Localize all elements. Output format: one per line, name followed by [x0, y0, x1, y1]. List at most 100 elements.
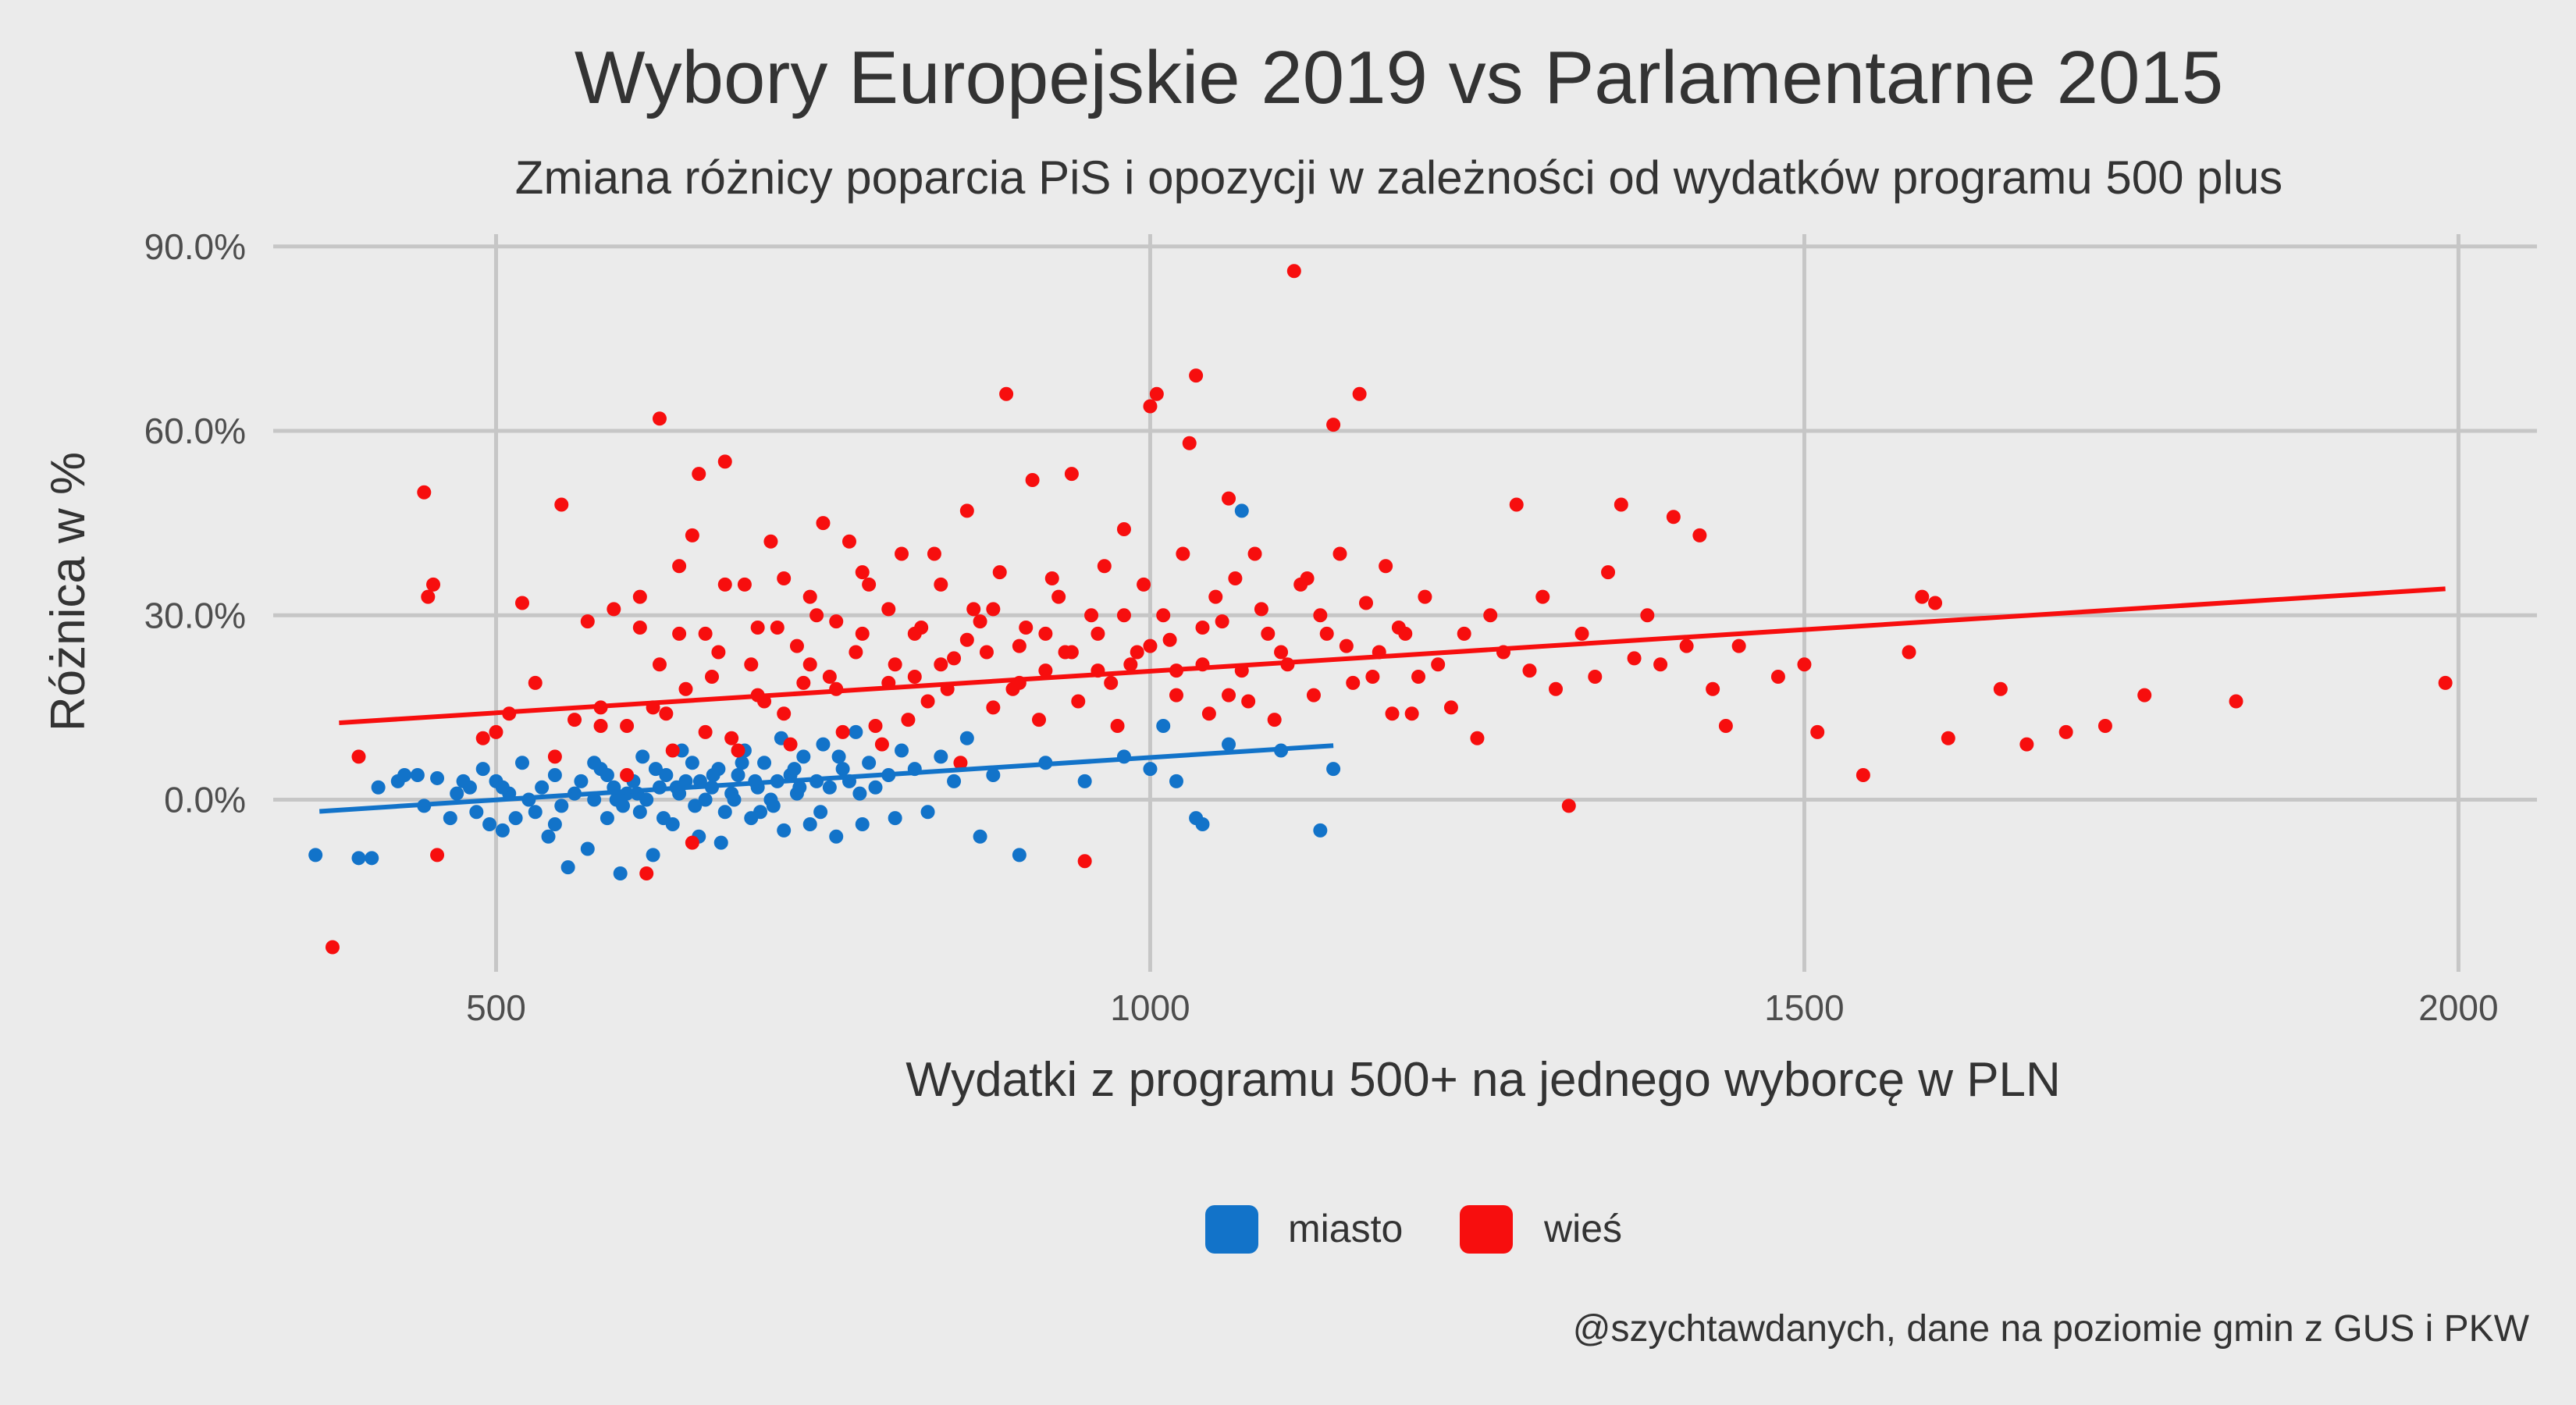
data-point-miasto — [727, 792, 742, 807]
data-point-wies — [1032, 713, 1047, 727]
data-point-miasto — [656, 811, 671, 826]
data-point-wies — [1176, 546, 1190, 561]
data-point-wies — [1379, 559, 1393, 574]
data-point-wies — [1319, 626, 1334, 641]
data-point-miasto — [646, 848, 660, 863]
data-point-miasto — [959, 731, 974, 745]
data-point-wies — [1195, 621, 1210, 635]
data-point-wies — [777, 706, 792, 721]
data-point-wies — [2097, 719, 2112, 733]
data-point-wies — [1123, 657, 1138, 672]
data-point-wies — [927, 546, 941, 561]
data-point-miasto — [574, 774, 589, 788]
x-tick-label: 2000 — [2418, 987, 2498, 1028]
data-point-wies — [1091, 626, 1105, 641]
x-tick-labels: 500 1000 1500 2000 — [466, 987, 2499, 1028]
data-point-wies — [1286, 264, 1301, 279]
data-point-miasto — [659, 768, 674, 782]
data-point-wies — [1535, 589, 1550, 604]
data-point-miasto — [580, 841, 595, 856]
data-point-wies — [1267, 713, 1282, 727]
data-point-wies — [1222, 491, 1236, 506]
data-point-wies — [1247, 546, 1262, 561]
data-point-miasto — [1012, 848, 1026, 863]
data-point-wies — [1064, 467, 1079, 482]
data-point-wies — [802, 657, 817, 672]
data-point-wies — [1411, 670, 1426, 684]
data-point-wies — [1313, 608, 1328, 623]
data-point-wies — [1856, 768, 1870, 782]
data-point-wies — [855, 565, 870, 580]
data-point-wies — [475, 731, 490, 745]
data-point-wies — [979, 645, 994, 660]
data-point-wies — [1137, 577, 1151, 592]
data-point-wies — [841, 534, 856, 549]
data-point-wies — [685, 835, 699, 850]
chart-caption: @szychtawdanych, dane na poziomie gmin z… — [1573, 1308, 2530, 1350]
data-point-wies — [692, 467, 706, 482]
data-point-miasto — [731, 768, 745, 782]
data-point-wies — [868, 719, 883, 733]
data-point-wies — [829, 614, 844, 629]
trend-lines — [319, 586, 2446, 814]
data-point-wies — [934, 657, 948, 672]
data-point-wies — [1326, 418, 1341, 432]
data-point-wies — [620, 768, 635, 782]
data-point-wies — [1915, 589, 1930, 604]
data-point-miasto — [397, 768, 412, 782]
y-axis-title: Różnica w % — [41, 452, 95, 731]
data-point-wies — [1143, 399, 1158, 414]
data-point-wies — [417, 485, 432, 500]
data-point-miasto — [698, 792, 713, 807]
data-point-wies — [1509, 497, 1524, 512]
data-point-wies — [717, 454, 732, 469]
data-point-wies — [489, 724, 503, 739]
data-point-wies — [1169, 688, 1183, 702]
data-point-miasto — [495, 823, 510, 838]
data-point-miasto — [632, 805, 647, 820]
data-point-wies — [678, 681, 693, 696]
data-point-wies — [1731, 638, 1746, 653]
data-point-wies — [934, 577, 948, 592]
data-point-miasto — [685, 756, 699, 770]
data-point-wies — [1332, 546, 1347, 561]
data-point-wies — [2438, 675, 2453, 690]
data-point-wies — [999, 386, 1014, 401]
data-point-miasto — [308, 848, 323, 863]
x-axis-title: Wydatki z programu 500+ na jednego wybor… — [906, 1053, 2061, 1107]
y-gridlines — [273, 244, 2537, 802]
data-point-wies — [426, 577, 441, 592]
data-point-miasto — [713, 835, 728, 850]
data-point-wies — [1359, 596, 1373, 610]
data-point-wies — [1051, 589, 1066, 604]
data-point-wies — [1274, 645, 1289, 660]
trend-line-wies — [339, 586, 2446, 726]
data-point-wies — [1443, 700, 1458, 715]
data-point-wies — [325, 940, 340, 955]
data-point-wies — [1679, 638, 1694, 653]
data-point-miasto — [450, 786, 464, 801]
data-point-wies — [973, 614, 987, 629]
data-point-wies — [737, 577, 752, 592]
data-point-wies — [731, 743, 745, 758]
data-point-wies — [881, 602, 896, 617]
data-point-wies — [1038, 626, 1053, 641]
data-point-miasto — [600, 811, 614, 826]
data-point-miasto — [986, 768, 1001, 782]
data-point-wies — [1025, 473, 1040, 487]
data-point-wies — [1071, 694, 1086, 709]
data-point-miasto — [802, 817, 817, 831]
data-point-miasto — [587, 792, 602, 807]
y-tick-labels: 0.0% 30.0% 60.0% 90.0% — [144, 226, 246, 820]
data-point-miasto — [862, 756, 877, 770]
data-point-wies — [1038, 663, 1053, 678]
data-point-wies — [947, 651, 962, 666]
data-point-wies — [1241, 694, 1256, 709]
data-point-wies — [1084, 608, 1099, 623]
data-point-miasto — [1326, 762, 1341, 777]
data-point-miasto — [508, 811, 523, 826]
x-gridlines — [493, 234, 2460, 972]
data-point-wies — [809, 608, 824, 623]
data-point-wies — [1549, 681, 1564, 696]
